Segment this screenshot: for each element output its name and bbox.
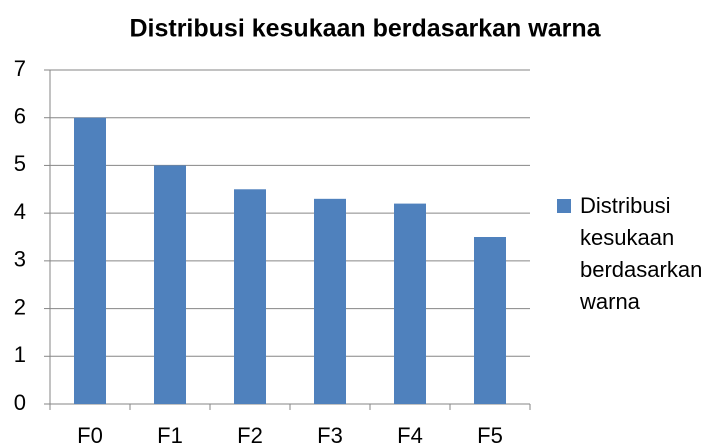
bar	[314, 198, 346, 404]
y-tick-label: 6	[14, 104, 26, 129]
x-tick-label: F0	[77, 423, 103, 446]
x-tick-label: F2	[237, 423, 263, 446]
y-tick-label: 7	[14, 56, 26, 81]
x-tick-label: F3	[317, 423, 343, 446]
bar	[154, 165, 186, 404]
y-tick-label: 5	[14, 151, 26, 176]
x-tick-label: F5	[477, 423, 503, 446]
y-tick-label: 0	[14, 390, 26, 415]
y-tick-label: 1	[14, 342, 26, 367]
y-tick-label: 4	[14, 199, 26, 224]
bar	[74, 117, 106, 404]
legend-key	[557, 199, 571, 213]
x-tick-label: F4	[397, 423, 423, 446]
bar	[234, 189, 266, 404]
y-tick-label: 2	[14, 294, 26, 319]
bar	[474, 237, 506, 404]
legend-label: Distribusi kesukaan berdasarkan warna	[580, 193, 703, 314]
bar	[394, 203, 426, 404]
x-tick-label: F1	[157, 423, 183, 446]
chart-title: Distribusi kesukaan berdasarkan warna	[129, 15, 601, 43]
y-tick-label: 3	[14, 247, 26, 272]
